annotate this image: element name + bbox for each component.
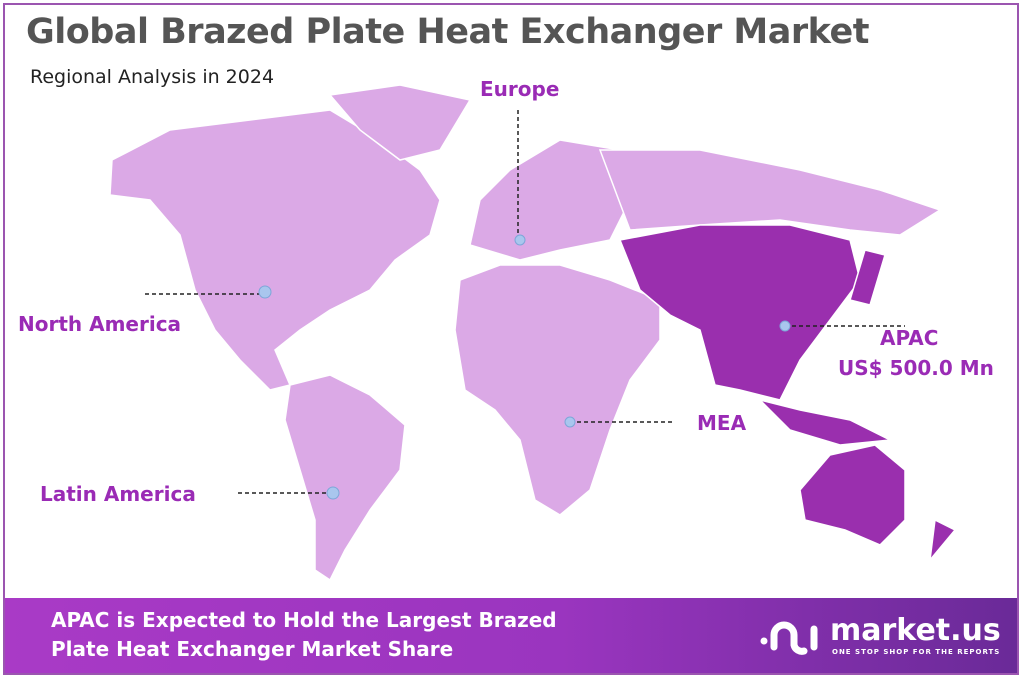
logo-mark-icon xyxy=(760,621,818,655)
logo-tagline: ONE STOP SHOP FOR THE REPORTS xyxy=(832,648,1001,656)
banner-line-2: Plate Heat Exchanger Market Share xyxy=(51,637,454,661)
page-subtitle: Regional Analysis in 2024 xyxy=(30,66,275,88)
footer-banner: APAC is Expected to Hold the Largest Bra… xyxy=(5,598,1017,673)
label-latin-america: Latin America xyxy=(40,482,196,506)
banner-line-1: APAC is Expected to Hold the Largest Bra… xyxy=(51,608,557,632)
region-apac xyxy=(618,224,957,563)
region-latin-america xyxy=(284,374,406,582)
region-greenland xyxy=(328,84,472,161)
world-map xyxy=(109,84,957,582)
label-north-america: North America xyxy=(18,312,182,336)
marker-apac xyxy=(779,320,791,332)
marker-europe xyxy=(514,234,526,246)
infographic-frame xyxy=(3,3,1019,675)
region-russia xyxy=(598,149,942,236)
marker-mea xyxy=(564,416,576,428)
label-apac: APAC xyxy=(880,326,939,350)
label-mea: MEA xyxy=(697,411,747,435)
market-us-logo: market.us ONE STOP SHOP FOR THE REPORTS xyxy=(760,613,1001,663)
logo-name: market.us xyxy=(830,613,1001,648)
marker-latin-america xyxy=(326,486,340,500)
region-mea xyxy=(454,264,661,516)
page-title: Global Brazed Plate Heat Exchanger Marke… xyxy=(26,12,869,52)
marker-north-america xyxy=(258,285,272,299)
banner-text: APAC is Expected to Hold the Largest Bra… xyxy=(51,606,557,664)
label-apac-value: US$ 500.0 Mn xyxy=(838,356,994,380)
label-europe: Europe xyxy=(480,77,560,101)
